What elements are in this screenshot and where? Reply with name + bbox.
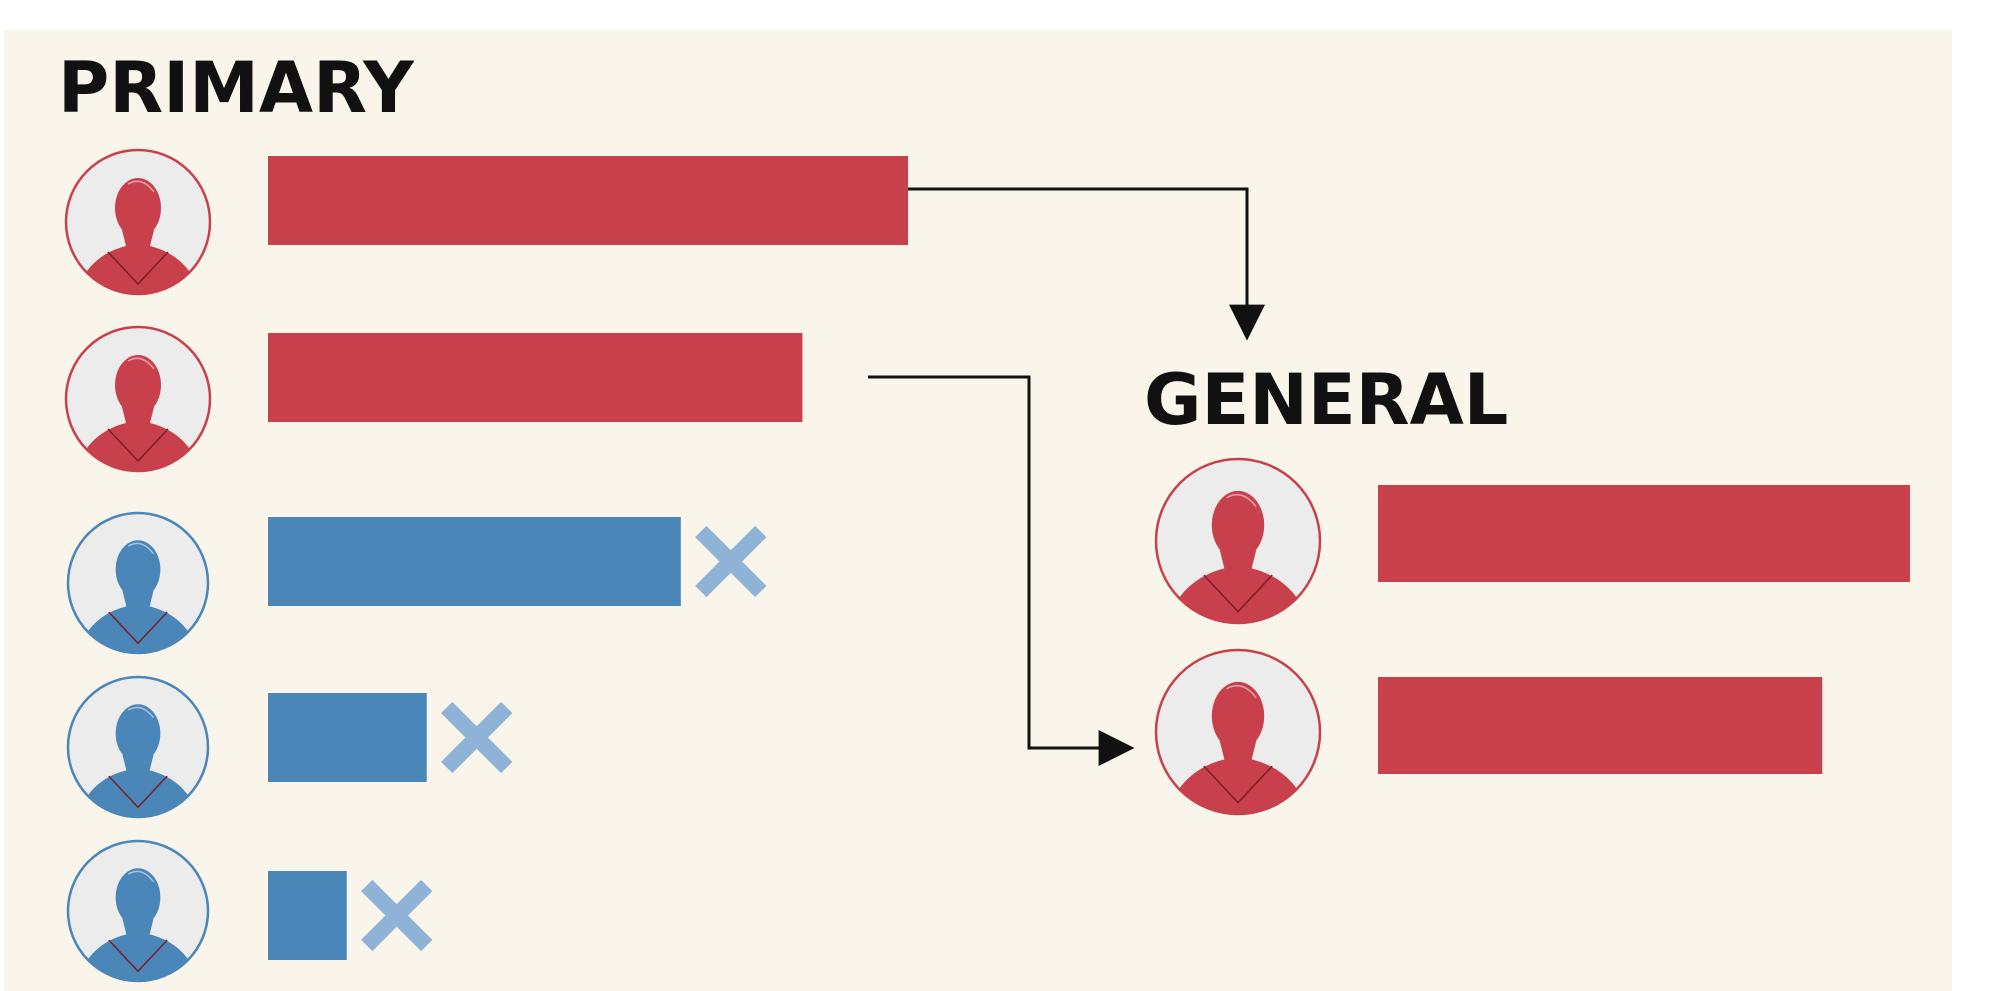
- general-title: GENERAL: [1144, 359, 1508, 441]
- avatar: [66, 675, 210, 819]
- person-silhouette-icon: [74, 178, 202, 294]
- primary-bar: [268, 517, 681, 606]
- arrow-connector-icon: [906, 187, 1265, 341]
- general-section: [1154, 457, 1910, 816]
- general-row: [1154, 648, 1823, 816]
- primary-bar: [268, 156, 908, 245]
- primary-row: [66, 675, 513, 819]
- general-bar: [1378, 485, 1910, 582]
- primary-title: PRIMARY: [58, 47, 415, 129]
- person-silhouette-icon: [1165, 490, 1311, 623]
- avatar: [66, 839, 210, 983]
- primary-bar: [268, 333, 803, 422]
- avatar: [64, 325, 212, 473]
- person-silhouette-icon: [75, 704, 201, 817]
- primary-section: [64, 148, 908, 983]
- x-mark-icon: [441, 701, 513, 774]
- primary-bar: [268, 871, 347, 960]
- general-bar: [1378, 677, 1823, 774]
- arrow-connector-icon: [868, 375, 1135, 766]
- x-mark-icon: [361, 879, 433, 952]
- avatar: [64, 148, 212, 296]
- primary-row: [64, 148, 908, 296]
- person-silhouette-icon: [74, 355, 202, 471]
- x-mark-icon: [695, 525, 767, 598]
- primary-row: [64, 325, 803, 473]
- general-row: [1154, 457, 1910, 625]
- primary-bar: [268, 693, 427, 782]
- primary-row: [66, 839, 433, 983]
- person-silhouette-icon: [75, 868, 201, 981]
- person-silhouette-icon: [75, 540, 201, 653]
- primary-row: [66, 511, 767, 655]
- connectors: [868, 187, 1265, 766]
- avatar: [66, 511, 210, 655]
- person-silhouette-icon: [1165, 681, 1311, 814]
- avatar: [1154, 648, 1322, 816]
- avatar: [1154, 457, 1322, 625]
